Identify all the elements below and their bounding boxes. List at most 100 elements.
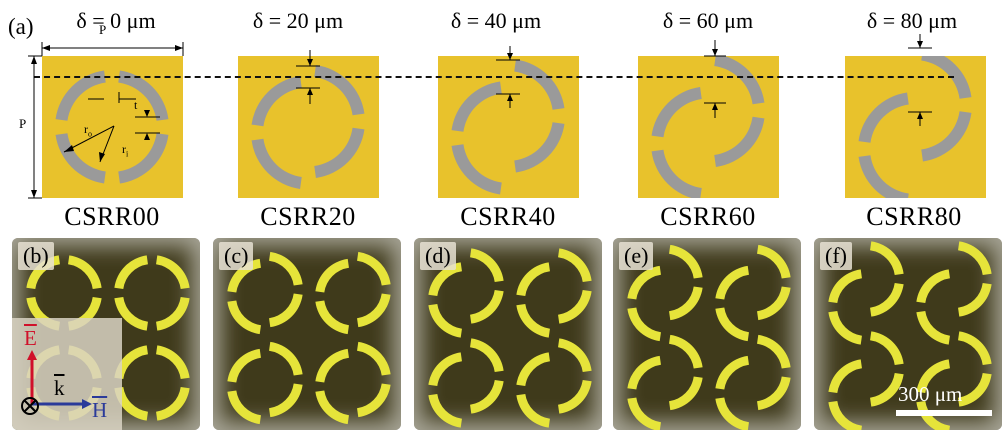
design-ring-segment-1 xyxy=(514,122,565,173)
photo-ring-segment-0 xyxy=(269,341,303,376)
photo-ring-segment-3 xyxy=(428,262,462,296)
caption-csrr00: CSRR00 xyxy=(64,202,160,231)
photo-ring-segment-2 xyxy=(315,390,349,425)
caption-csrr60: CSRR60 xyxy=(660,202,756,231)
photo-ring-segment-3 xyxy=(828,359,862,393)
photo-ring-segment-2 xyxy=(627,397,661,430)
caption-csrr40: CSRR40 xyxy=(460,202,556,231)
photo-ring-segment-0 xyxy=(757,334,791,369)
photo-ring-segment-3 xyxy=(114,345,148,379)
field-axes xyxy=(21,350,92,415)
width-label: t xyxy=(134,98,138,112)
photo-e: (e) xyxy=(613,238,801,430)
photo-ring-segment-3 xyxy=(114,255,148,289)
photo-ring-segment-2 xyxy=(715,307,749,342)
photo-ring-segment-0 xyxy=(558,338,592,372)
design-cell-csrr60 xyxy=(638,54,779,200)
design-cell-csrr80 xyxy=(845,48,986,206)
photo-ring-segment-3 xyxy=(828,269,862,303)
dimension-annotations xyxy=(28,34,932,199)
photo-ring-segment-3 xyxy=(516,352,550,386)
design-ring-segment-0 xyxy=(921,48,972,99)
photo-ring-segment-0 xyxy=(669,244,703,279)
photo-ring-segment-2 xyxy=(227,300,261,335)
photo-ring-segment-2 xyxy=(828,401,862,430)
photo-ring-segment-3 xyxy=(916,359,950,393)
photo-ring-segment-1 xyxy=(558,290,592,324)
photo-ring-segment-2 xyxy=(516,394,550,428)
photo-ring-segment-2 xyxy=(916,401,950,430)
photo-ring-segment-0 xyxy=(156,345,190,379)
design-ring-segment-1 xyxy=(921,111,972,162)
k-vector-label: k xyxy=(54,376,65,400)
photo-c: (c) xyxy=(213,238,401,430)
photo-d: (d) xyxy=(414,238,602,430)
photo-ring-segment-1 xyxy=(669,286,703,321)
h-field-label: H xyxy=(92,398,108,422)
substrate xyxy=(238,56,379,198)
photo-f: (f) 300 μm xyxy=(814,238,1002,430)
design-cell-csrr40 xyxy=(438,56,579,198)
photo-ring-segment-2 xyxy=(916,311,950,345)
design-ring-segment-2 xyxy=(451,144,502,195)
design-ring-segment-3 xyxy=(651,87,702,138)
photo-ring-segment-0 xyxy=(757,244,791,279)
photo-ring-segment-0 xyxy=(470,338,504,372)
design-ring-segment-2 xyxy=(251,138,302,189)
photo-ring-segment-1 xyxy=(357,383,391,418)
period-label-side: P xyxy=(19,116,27,131)
photo-ring-segment-2 xyxy=(315,300,349,335)
photo-ring-segment-0 xyxy=(558,248,592,282)
photo-ring-segment-2 xyxy=(114,297,148,331)
photo-b-overexposed-region xyxy=(12,318,122,430)
design-ring-segment-0 xyxy=(714,54,765,105)
design-ring-segment-2 xyxy=(55,133,106,184)
photo-b-label: (b) xyxy=(18,242,54,270)
photo-ring-segment-0 xyxy=(357,341,391,376)
photo-ring-segment-3 xyxy=(516,262,550,296)
inner-radius-label: ri xyxy=(122,142,129,159)
scale-bar xyxy=(896,410,992,416)
photo-ring-segment-3 xyxy=(315,258,349,293)
design-ring-segment-3 xyxy=(251,76,302,127)
photo-ring-segment-1 xyxy=(757,286,791,321)
photo-ring-segment-0 xyxy=(870,241,904,275)
design-ring-segment-3 xyxy=(858,92,909,143)
photo-ring-segment-2 xyxy=(428,394,462,428)
photo-ring-segment-2 xyxy=(227,390,261,425)
photo-ring-segment-0 xyxy=(669,334,703,369)
photo-ring-segment-0 xyxy=(470,248,504,282)
photo-c-label: (c) xyxy=(219,242,254,270)
delta-label-0: δ = 0 μm xyxy=(76,8,156,33)
e-field-label: E xyxy=(24,326,37,350)
design-ring-segment-2 xyxy=(651,149,702,200)
photo-ring-segment-3 xyxy=(315,348,349,383)
photo-ring-segment-0 xyxy=(870,331,904,365)
photo-ring-segment-3 xyxy=(428,352,462,386)
photo-f-label: (f) xyxy=(820,242,852,270)
photo-ring-segment-1 xyxy=(357,293,391,328)
photo-ring-segment-1 xyxy=(870,283,904,317)
photo-ring-segment-1 xyxy=(757,376,791,411)
photo-ring-segment-3 xyxy=(627,265,661,300)
photo-ring-segment-1 xyxy=(269,383,303,418)
photo-ring-segment-3 xyxy=(227,348,261,383)
design-ring-segment-2 xyxy=(858,155,909,206)
photo-ring-segment-2 xyxy=(114,387,148,421)
design-ring-segment-3 xyxy=(55,70,106,121)
design-ring-segment-1 xyxy=(714,116,765,167)
photo-b: E k H (b) xyxy=(12,238,200,430)
scale-bar-label: 300 μm xyxy=(898,382,963,406)
design-cell-csrr20 xyxy=(238,56,379,198)
photo-ring-segment-1 xyxy=(958,283,992,317)
photo-ring-segment-2 xyxy=(715,397,749,430)
photo-ring-segment-1 xyxy=(470,380,504,414)
design-ring-segment-0 xyxy=(118,70,169,121)
photo-ring-segment-3 xyxy=(627,355,661,390)
caption-csrr80: CSRR80 xyxy=(866,202,962,231)
photo-ring-segment-0 xyxy=(156,255,190,289)
photo-ring-segment-0 xyxy=(958,241,992,275)
delta-label-80: δ = 80 μm xyxy=(866,8,958,33)
design-ring-segment-1 xyxy=(118,133,169,184)
photo-ring-segment-3 xyxy=(715,265,749,300)
